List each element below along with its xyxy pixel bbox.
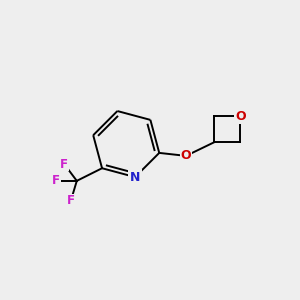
Text: O: O xyxy=(235,110,246,123)
Text: O: O xyxy=(181,149,191,162)
Text: F: F xyxy=(52,174,60,188)
Text: F: F xyxy=(67,194,75,207)
Text: N: N xyxy=(130,171,140,184)
Text: F: F xyxy=(60,158,68,171)
